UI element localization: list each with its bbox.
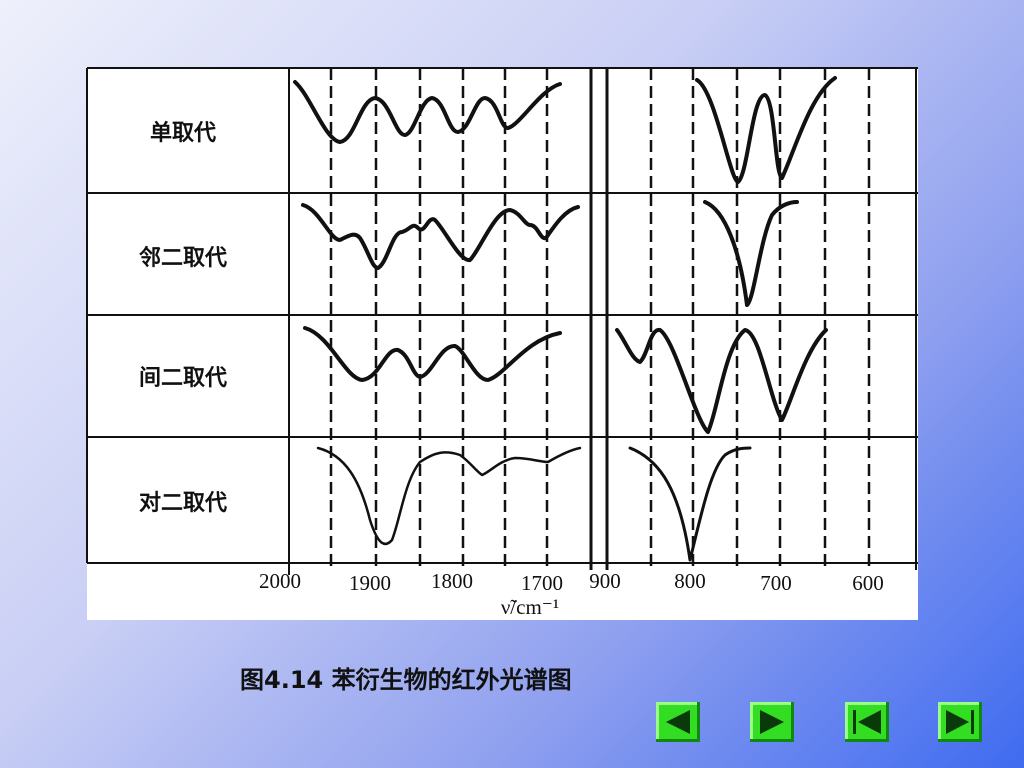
next-button[interactable] xyxy=(750,702,794,742)
row-label: 对二取代 xyxy=(139,491,227,516)
x-tick-label: 1900 xyxy=(349,571,391,595)
x-tick-label: 2000 xyxy=(259,569,301,593)
spectrum-curves xyxy=(293,76,837,562)
first-button[interactable] xyxy=(845,702,889,742)
x-tick-label: 1700 xyxy=(521,571,563,595)
previous-button[interactable] xyxy=(656,702,700,742)
x-tick-label: 900 xyxy=(589,569,621,593)
last-button[interactable] xyxy=(938,702,982,742)
row-label: 单取代 xyxy=(150,121,216,146)
x-tick-label: 1800 xyxy=(431,569,473,593)
x-tick-label: 800 xyxy=(674,569,706,593)
grid-frame xyxy=(86,67,918,575)
figure-caption: 图4.14 苯衍生物的红外光谱图 xyxy=(240,666,572,694)
dashed-guides xyxy=(329,68,871,570)
row-label: 邻二取代 xyxy=(139,245,227,271)
x-tick-label: 700 xyxy=(760,571,792,595)
axis-label: ν̃/cm⁻¹ xyxy=(501,595,559,619)
row-label: 间二取代 xyxy=(139,366,227,391)
x-tick-label: 600 xyxy=(852,571,884,595)
